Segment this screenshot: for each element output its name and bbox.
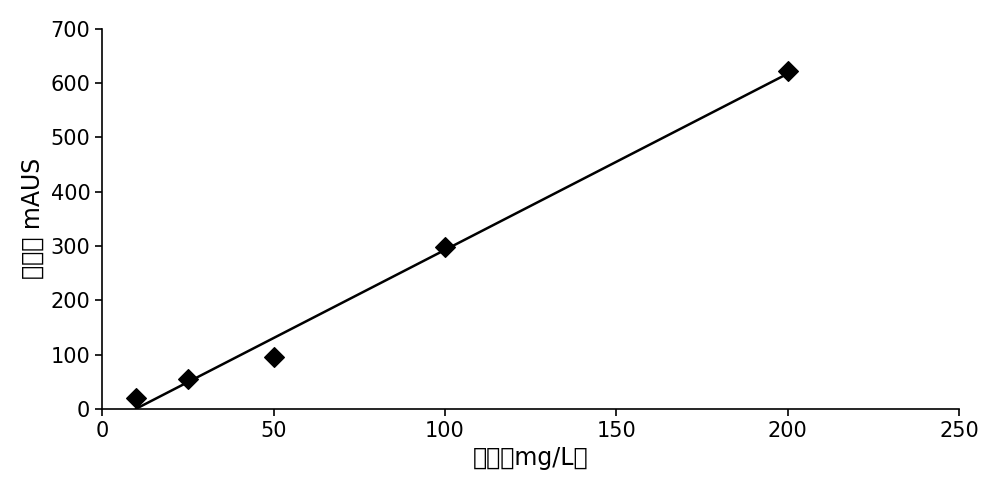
Y-axis label: 峰面积 mAUS: 峰面积 mAUS [21,158,45,279]
X-axis label: 浓度（mg/L）: 浓度（mg/L） [473,446,588,470]
Point [180,375,196,383]
Point [128,394,144,402]
Point [437,243,453,251]
Point [780,67,796,75]
Point [266,354,282,361]
